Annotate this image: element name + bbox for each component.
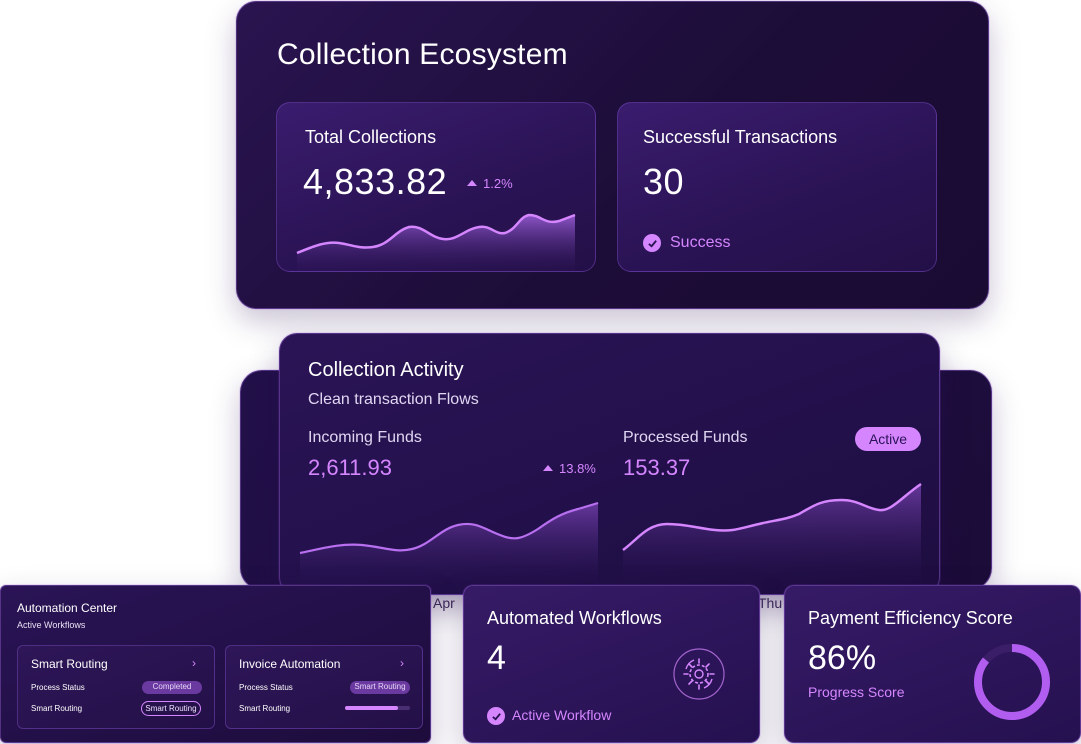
axis-label-thu: Thu (758, 595, 783, 611)
total-collections-sparkline (296, 213, 576, 271)
axis-label-apr: Apr (433, 595, 455, 611)
active-workflow-check-icon (487, 707, 505, 725)
successful-transactions-value: 30 (643, 161, 685, 202)
workflows-title: Automated Workflows (487, 608, 662, 628)
incoming-funds-chart (299, 501, 599, 591)
smart-routing-status-pill: Smart Routing (350, 681, 410, 694)
total-collections-label: Total Collections (305, 127, 437, 147)
invoice-automation-title: Invoice Automation (239, 657, 341, 671)
active-badge[interactable]: Active (855, 427, 921, 451)
collection-activity-panel: Collection Activity Clean transaction Fl… (279, 333, 940, 595)
up-arrow-icon (467, 180, 477, 186)
invoice-automation-card[interactable]: Invoice Automation › Process Status Smar… (225, 645, 423, 729)
automation-subtitle: Active Workflows (17, 620, 86, 630)
processed-funds-value: 153.37 (623, 455, 691, 480)
efficiency-caption: Progress Score (808, 684, 905, 700)
payment-efficiency-panel[interactable]: Payment Efficiency Score 86% Progress Sc… (784, 585, 1081, 743)
smart-routing-row-label: Smart Routing (239, 704, 291, 713)
successful-transactions-label: Successful Transactions (643, 127, 838, 147)
total-collections-change: 1.2% (467, 176, 513, 191)
total-collections-change-text: 1.2% (483, 176, 513, 191)
workflows-value: 4 (487, 639, 506, 677)
incoming-funds-change: 13.8% (543, 461, 596, 476)
automated-workflows-panel[interactable]: Automated Workflows 4 Active Workflow (463, 585, 760, 743)
successful-transactions-card[interactable]: Successful Transactions 30 Success (617, 102, 937, 272)
ecosystem-title: Collection Ecosystem (277, 38, 568, 71)
automation-center-panel: Automation Center Active Workflows Smart… (0, 585, 431, 743)
gear-workflow-icon (673, 648, 725, 700)
chevron-right-icon[interactable]: › (192, 656, 196, 670)
total-collections-value: 4,833.82 (303, 161, 448, 202)
total-collections-card[interactable]: Total Collections 4,833.82 1.2% (276, 102, 596, 272)
collection-ecosystem-panel: Collection Ecosystem Total Collections 4… (236, 1, 989, 309)
process-status-label: Process Status (31, 683, 85, 692)
smart-routing-pill[interactable]: Smart Routing (141, 701, 201, 716)
incoming-funds-value: 2,611.93 (308, 455, 393, 480)
routing-progress-track (345, 706, 410, 710)
active-workflow-text: Active Workflow (512, 707, 612, 723)
routing-progress-fill (345, 706, 399, 710)
processed-funds-chart (622, 482, 922, 588)
incoming-funds-change-text: 13.8% (559, 461, 596, 476)
success-check-icon (643, 234, 661, 252)
process-status-label: Process Status (239, 683, 293, 692)
smart-routing-row-label: Smart Routing (31, 704, 83, 713)
efficiency-title: Payment Efficiency Score (808, 608, 1013, 628)
automation-title: Automation Center (17, 601, 118, 615)
completed-pill: Completed (142, 681, 202, 694)
success-status-text: Success (670, 234, 731, 251)
smart-routing-title: Smart Routing (31, 657, 108, 671)
efficiency-ring-chart (974, 644, 1050, 720)
chevron-right-icon[interactable]: › (400, 656, 404, 670)
processed-funds-label: Processed Funds (623, 429, 748, 446)
activity-subtitle: Clean transaction Flows (308, 391, 479, 408)
up-arrow-icon (543, 465, 553, 471)
activity-title: Collection Activity (308, 359, 464, 381)
efficiency-value: 86% (808, 639, 877, 677)
incoming-funds-label: Incoming Funds (308, 429, 422, 446)
smart-routing-card[interactable]: Smart Routing › Process Status Completed… (17, 645, 215, 729)
